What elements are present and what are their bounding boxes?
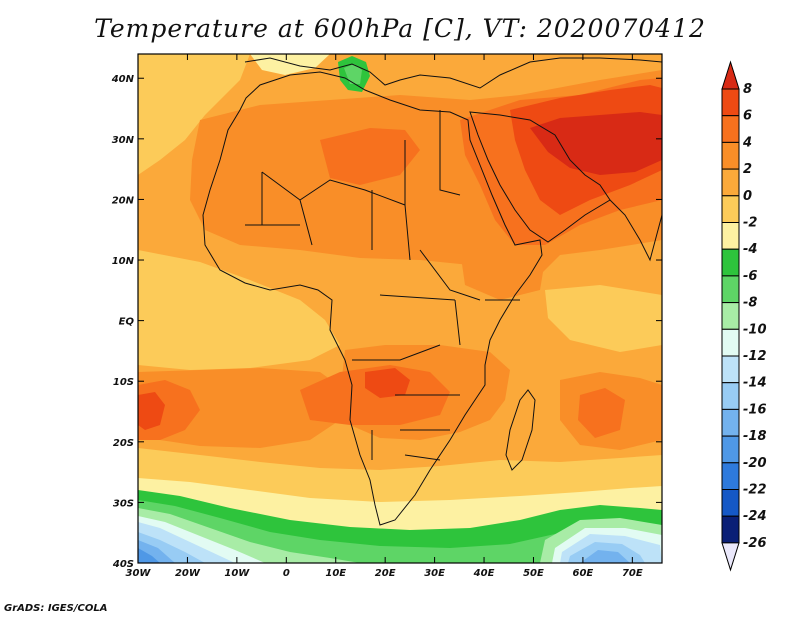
lat-tick-label: 10S <box>113 377 134 388</box>
colorbar-label: 2 <box>743 162 752 177</box>
coastline-madagascar <box>505 389 536 471</box>
lon-tick-label: 70E <box>622 568 643 579</box>
field-blue3-band <box>138 548 160 563</box>
field-warm-south-atlantic <box>138 368 345 448</box>
colorbar-label: -16 <box>743 402 767 417</box>
colorbar-bin <box>721 168 740 197</box>
colorbar-overflow-high <box>721 60 740 90</box>
field-pale-north <box>250 54 330 75</box>
field-lightgreen-alps <box>344 64 362 84</box>
map-title: Temperature at 600hPa [C], VT: 202007041… <box>94 14 706 43</box>
colorbar-label: -8 <box>743 296 757 311</box>
colorbar-bin <box>721 195 740 224</box>
colorbar-label: 8 <box>743 82 752 97</box>
field-cool-north-atlantic <box>138 54 250 175</box>
lon-tick-label: 30E <box>424 568 445 579</box>
colorbar-bin <box>721 382 740 410</box>
colorbar-label: 6 <box>743 109 752 124</box>
colorbar-bin <box>721 302 740 330</box>
field-warm-horn <box>460 245 545 300</box>
colorbar-label: -14 <box>743 376 767 391</box>
lat-tick-label: 20N <box>112 195 135 206</box>
field-blue2-east <box>580 550 630 563</box>
field-extreme-persia <box>530 112 662 175</box>
coastline-europe <box>244 57 662 89</box>
lat-tick-label: 40S <box>112 559 134 570</box>
field-cool-equatorial-atlantic <box>138 250 340 370</box>
lon-tick-label: 30W <box>126 568 152 579</box>
colorbar-label: -22 <box>743 483 767 498</box>
colorbar-bin <box>721 355 740 384</box>
lat-tick-label: 30S <box>113 498 134 509</box>
colorbar-label: -24 <box>743 509 767 524</box>
colorbar-label: 0 <box>743 189 752 204</box>
colorbar-label: -4 <box>743 242 757 257</box>
field-hot-angola <box>300 365 450 425</box>
field-hot-sahara <box>320 128 420 185</box>
colorbar-bin <box>721 141 740 170</box>
lon-tick-label: 50E <box>523 568 544 579</box>
coastline-africa <box>202 71 543 526</box>
colorbar-overflow-low <box>721 542 740 572</box>
lat-tick-label: 10N <box>112 256 135 267</box>
lon-tick-label: 10E <box>325 568 346 579</box>
map-frame <box>137 53 663 564</box>
coastline-arabia <box>469 111 611 243</box>
colorbar-bin <box>721 115 740 143</box>
lat-tick-label: 20S <box>113 438 134 449</box>
colorbar-label: -2 <box>743 216 757 231</box>
field-veryhot-atlantic <box>138 392 165 430</box>
colorbar-bin <box>721 462 740 490</box>
latitude-axis: 40N 30N 20N 10N EQ 10S 20S 30S 40S <box>111 74 662 570</box>
colorbar-label: 4 <box>742 135 752 150</box>
lat-tick-label: EQ <box>119 317 135 328</box>
colorbar-bin <box>721 248 740 277</box>
colorbar-label: -18 <box>743 429 767 444</box>
field-hot-indian <box>578 388 625 438</box>
colorbar-bin <box>721 489 740 517</box>
coastline-india <box>609 199 662 262</box>
colorbar-label: -26 <box>743 536 767 551</box>
lon-tick-label: 40E <box>473 568 495 579</box>
colorbar-bin <box>721 222 740 250</box>
colorbar: 8 6 4 2 0 -2 -4 -6 -8 -10 -12 -14 -16 -18 -20 -22 -24 -26 <box>721 60 767 572</box>
colorbar-bin <box>721 328 740 357</box>
lon-tick-label: 0 <box>283 568 290 579</box>
colorbar-label: -10 <box>743 322 767 337</box>
colorbar-bin <box>721 275 740 304</box>
lat-tick-label: 40N <box>111 74 135 85</box>
colorbar-label: -12 <box>743 349 767 364</box>
colorbar-bin <box>721 515 740 544</box>
colorbar-label: -20 <box>743 456 767 471</box>
longitude-axis: 30W 20W 10W 0 10E 20E 30E 40E 50E 60E 70E <box>126 54 643 579</box>
colorbar-bin <box>721 408 740 437</box>
colorbar-bin <box>721 435 740 464</box>
colorbar-bin <box>721 88 740 117</box>
lon-tick-label: 60E <box>573 568 594 579</box>
footer-credit: GrADS: IGES/COLA <box>4 603 108 614</box>
lon-tick-label: 10W <box>224 568 250 579</box>
lon-tick-label: 20W <box>175 568 201 579</box>
field-veryhot-angola <box>365 368 410 398</box>
field-cool-indian-ocean <box>545 285 662 352</box>
lon-tick-label: 20E <box>375 568 396 579</box>
colorbar-label: -6 <box>743 269 757 284</box>
lat-tick-label: 30N <box>112 135 135 146</box>
border-lines <box>245 110 520 461</box>
